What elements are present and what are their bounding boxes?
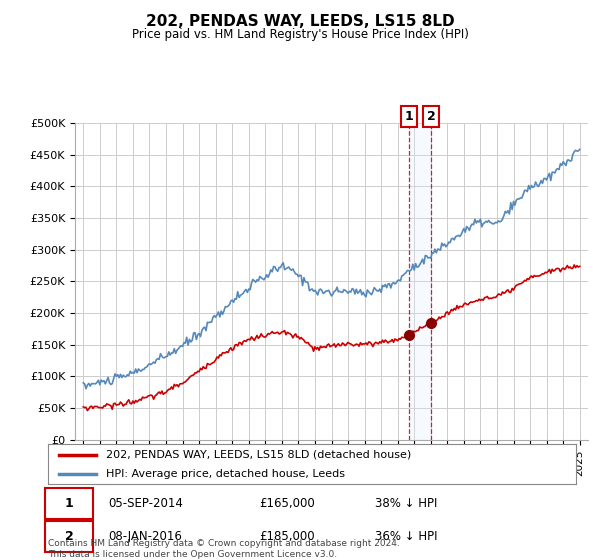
Text: HPI: Average price, detached house, Leeds: HPI: Average price, detached house, Leed…: [106, 469, 345, 478]
Text: 202, PENDAS WAY, LEEDS, LS15 8LD: 202, PENDAS WAY, LEEDS, LS15 8LD: [146, 14, 454, 29]
Text: 08-JAN-2016: 08-JAN-2016: [109, 530, 182, 543]
Text: 1: 1: [65, 497, 73, 510]
Text: 202, PENDAS WAY, LEEDS, LS15 8LD (detached house): 202, PENDAS WAY, LEEDS, LS15 8LD (detach…: [106, 450, 412, 460]
Text: 1: 1: [404, 110, 413, 123]
Text: £185,000: £185,000: [259, 530, 315, 543]
Text: 2: 2: [427, 110, 436, 123]
Text: Price paid vs. HM Land Registry's House Price Index (HPI): Price paid vs. HM Land Registry's House …: [131, 28, 469, 41]
Text: £165,000: £165,000: [259, 497, 315, 510]
Text: 05-SEP-2014: 05-SEP-2014: [109, 497, 184, 510]
Text: 36% ↓ HPI: 36% ↓ HPI: [376, 530, 438, 543]
Text: 2: 2: [65, 530, 73, 543]
Text: 38% ↓ HPI: 38% ↓ HPI: [376, 497, 438, 510]
FancyBboxPatch shape: [46, 521, 93, 552]
Text: Contains HM Land Registry data © Crown copyright and database right 2024.
This d: Contains HM Land Registry data © Crown c…: [48, 539, 400, 559]
FancyBboxPatch shape: [46, 488, 93, 519]
Bar: [409, 123, 431, 440]
